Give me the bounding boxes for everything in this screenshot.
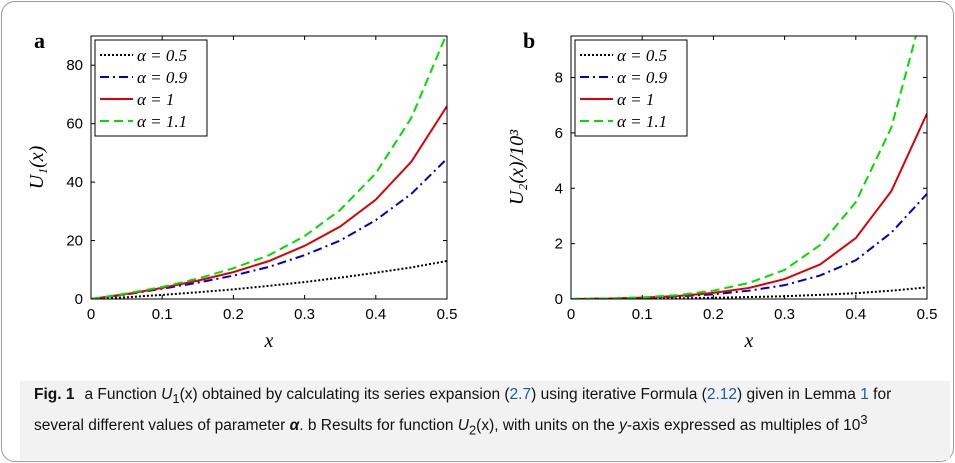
caption-y: y xyxy=(619,417,627,435)
x-axis-label: x xyxy=(744,330,754,352)
y-tick-label: 4 xyxy=(555,180,563,197)
y-tick-label: 80 xyxy=(66,57,83,74)
plot-box xyxy=(570,35,928,300)
series-line-3 xyxy=(571,36,917,299)
caption-background xyxy=(20,381,950,460)
x-tick-label: 0.4 xyxy=(365,306,386,323)
y-tick-label: 40 xyxy=(66,174,83,191)
x-tick-label: 0.5 xyxy=(917,306,938,323)
y-tick-label: 0 xyxy=(75,291,83,308)
y-tick-label: 6 xyxy=(555,125,563,142)
caption-text: (x), with units on the xyxy=(476,417,620,435)
y-tick-label: 0 xyxy=(555,291,563,308)
series-line-0 xyxy=(91,260,447,299)
x-tick-label: 0 xyxy=(87,306,95,323)
caption-text: ) using iterative Formula ( xyxy=(531,386,707,403)
caption-ref-link[interactable]: 2.12 xyxy=(706,386,738,403)
caption-u1: U xyxy=(161,386,173,403)
y-tick-label: 60 xyxy=(66,116,83,133)
y-tick-label: 2 xyxy=(555,236,563,253)
caption-u1-sub: 1 xyxy=(172,391,180,407)
legend-label: α = 0.9 xyxy=(617,68,668,87)
series-line-3 xyxy=(91,36,447,299)
series-line-0 xyxy=(571,286,927,299)
legend: α = 0.5 α = 0.9 α = 1 α = 1.1 xyxy=(574,39,688,137)
caption-alpha: α xyxy=(289,417,300,435)
x-tick-label: 0.1 xyxy=(152,306,173,323)
x-tick-label: 0.4 xyxy=(845,306,866,323)
legend-label: α = 1 xyxy=(137,90,174,109)
legend-label: α = 0.5 xyxy=(617,46,667,65)
caption-text: ) given in Lemma xyxy=(737,386,861,403)
legend-label: α = 0.5 xyxy=(137,46,187,65)
y-axis-label: U₁(x) xyxy=(26,145,48,189)
caption-u2: U xyxy=(457,417,469,435)
x-tick-label: 0.2 xyxy=(223,306,244,323)
legend: α = 0.5 α = 0.9 α = 1 α = 1.1 xyxy=(94,39,208,137)
caption-exp: 3 xyxy=(860,412,868,428)
caption-text: a Function xyxy=(84,386,162,403)
x-tick-label: 0.1 xyxy=(632,306,653,323)
panel-label-b: b xyxy=(523,28,536,53)
series-line-2 xyxy=(571,113,927,299)
y-axis-label: U₂(x)/10³ xyxy=(506,129,528,205)
y-tick-label: 8 xyxy=(555,70,563,87)
panel-label-a: a xyxy=(34,28,45,53)
x-tick-label: 0.3 xyxy=(774,306,795,323)
legend-label: α = 0.9 xyxy=(137,68,188,87)
y-tick-label: 20 xyxy=(66,233,83,250)
caption-text: for several different values of paramete… xyxy=(34,386,892,435)
caption-fig-label: Fig. 1 xyxy=(34,386,75,403)
caption-text: (x) obtained by calculating its series e… xyxy=(179,386,510,403)
caption-text: . b Results for function xyxy=(299,417,458,435)
x-tick-label: 0.2 xyxy=(703,306,724,323)
plot-box xyxy=(90,35,448,300)
legend-label: α = 1.1 xyxy=(617,112,667,131)
legend-label: α = 1 xyxy=(617,90,654,109)
x-tick-label: 0 xyxy=(567,306,575,323)
series-line-1 xyxy=(571,193,927,299)
caption-ref-link[interactable]: 1 xyxy=(860,386,869,403)
caption-u2-sub: 2 xyxy=(468,422,477,438)
x-tick-label: 0.3 xyxy=(294,306,315,323)
legend-label: α = 1.1 xyxy=(137,112,187,131)
caption-text: -axis expressed as multiples of 10 xyxy=(626,417,861,435)
x-tick-label: 0.5 xyxy=(437,306,458,323)
caption-ref-link[interactable]: 2.7 xyxy=(509,386,532,403)
x-axis-label: x xyxy=(264,330,274,352)
